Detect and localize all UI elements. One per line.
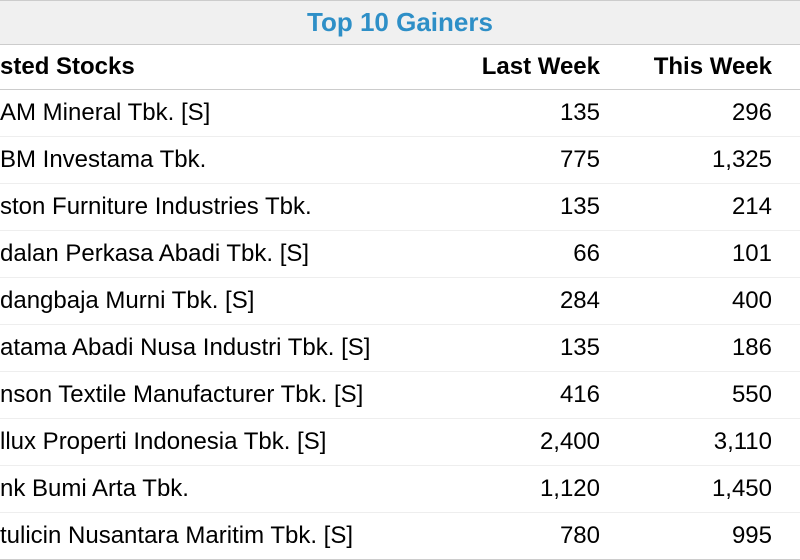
cell-stock: BM Investama Tbk. [0,146,440,174]
cell-lastweek: 1,120 [440,475,610,503]
cell-stock: tulicin Nusantara Maritim Tbk. [S] [0,522,440,550]
cell-thisweek: 296 [610,99,790,127]
cell-thisweek: 1,325 [610,146,790,174]
cell-lastweek: 416 [440,381,610,409]
header-thisweek: This Week [610,53,790,81]
cell-thisweek: 186 [610,334,790,362]
cell-thisweek: 3,110 [610,428,790,456]
cell-thisweek: 400 [610,287,790,315]
cell-stock: dalan Perkasa Abadi Tbk. [S] [0,240,440,268]
table-row: atama Abadi Nusa Industri Tbk. [S] 135 1… [0,325,800,372]
cell-lastweek: 66 [440,240,610,268]
cell-stock: AM Mineral Tbk. [S] [0,99,440,127]
table-title: Top 10 Gainers [0,0,800,45]
cell-stock: nk Bumi Arta Tbk. [0,475,440,503]
cell-lastweek: 780 [440,522,610,550]
cell-thisweek: 214 [610,193,790,221]
table-row: nk Bumi Arta Tbk. 1,120 1,450 [0,466,800,513]
table-row: BM Investama Tbk. 775 1,325 [0,137,800,184]
cell-stock: atama Abadi Nusa Industri Tbk. [S] [0,334,440,362]
cell-lastweek: 135 [440,334,610,362]
header-lastweek: Last Week [440,53,610,81]
table-row: llux Properti Indonesia Tbk. [S] 2,400 3… [0,419,800,466]
cell-stock: llux Properti Indonesia Tbk. [S] [0,428,440,456]
cell-thisweek: 1,450 [610,475,790,503]
table-row: ston Furniture Industries Tbk. 135 214 [0,184,800,231]
table-row: nson Textile Manufacturer Tbk. [S] 416 5… [0,372,800,419]
cell-thisweek: 995 [610,522,790,550]
cell-stock: ston Furniture Industries Tbk. [0,193,440,221]
table-row: dalan Perkasa Abadi Tbk. [S] 66 101 [0,231,800,278]
cell-thisweek: 101 [610,240,790,268]
table-row: AM Mineral Tbk. [S] 135 296 [0,90,800,137]
cell-lastweek: 775 [440,146,610,174]
header-stocks: sted Stocks [0,53,440,81]
cell-thisweek: 550 [610,381,790,409]
cell-lastweek: 2,400 [440,428,610,456]
cell-lastweek: 284 [440,287,610,315]
table-header: sted Stocks Last Week This Week [0,45,800,90]
cell-lastweek: 135 [440,99,610,127]
table-row: dangbaja Murni Tbk. [S] 284 400 [0,278,800,325]
gainers-table: Top 10 Gainers sted Stocks Last Week Thi… [0,0,800,560]
cell-stock: nson Textile Manufacturer Tbk. [S] [0,381,440,409]
cell-stock: dangbaja Murni Tbk. [S] [0,287,440,315]
cell-lastweek: 135 [440,193,610,221]
table-row: tulicin Nusantara Maritim Tbk. [S] 780 9… [0,513,800,560]
